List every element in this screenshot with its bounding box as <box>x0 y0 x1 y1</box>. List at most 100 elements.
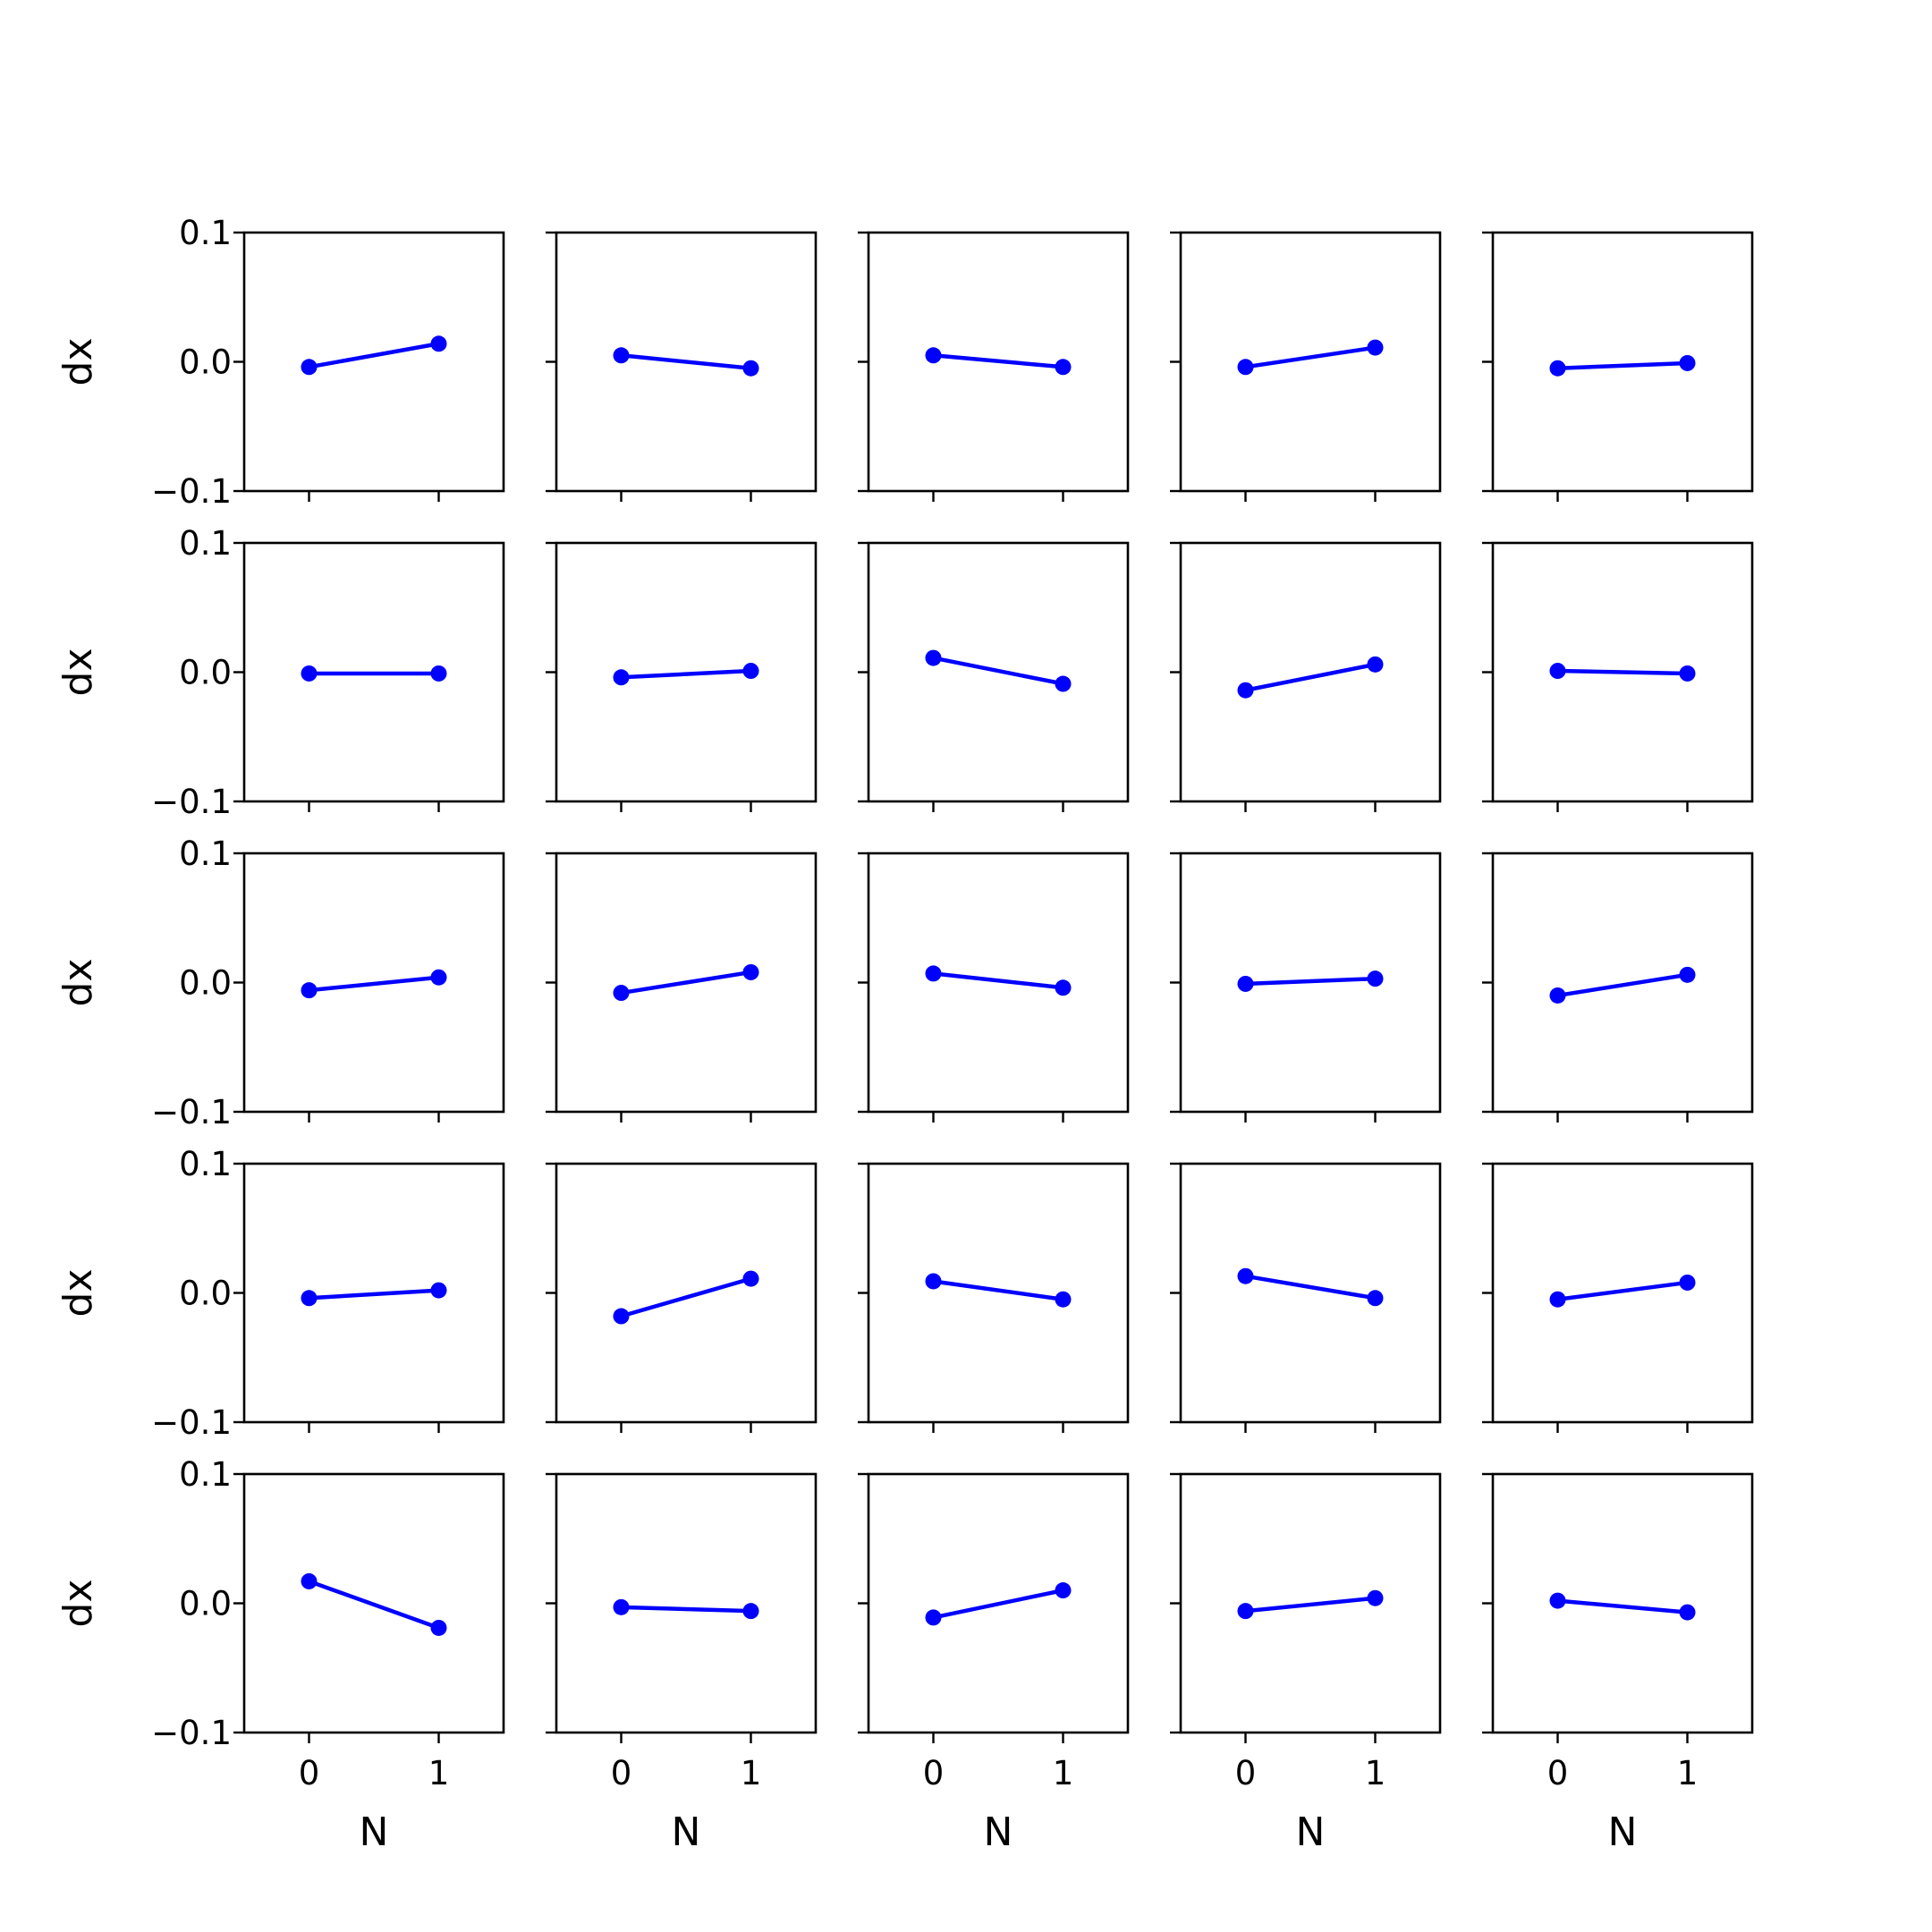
y-tick-label: 0.0 <box>179 964 232 1003</box>
data-point-0 <box>1237 1603 1254 1620</box>
y-tick-label: −0.1 <box>151 1403 232 1442</box>
y-tick-label: 0.0 <box>179 654 232 692</box>
data-point-0 <box>1549 663 1566 680</box>
data-point-0 <box>301 1290 318 1307</box>
panel-r3-c1: 0.1 0.0 −0.1 dx <box>55 835 505 1131</box>
data-point-1 <box>430 969 447 986</box>
y-tick-label: −0.1 <box>151 472 232 511</box>
series-line <box>933 971 1063 990</box>
y-tick-label: 0.1 <box>179 1145 232 1183</box>
panel-r2-c2 <box>546 541 818 812</box>
series-line <box>1245 976 1376 987</box>
y-tick-label: −0.1 <box>151 1093 232 1131</box>
panel-r4-c1: 0.1 0.0 −0.1 dx <box>55 1145 505 1442</box>
data-point-0 <box>301 982 318 999</box>
data-point-0 <box>1549 1291 1566 1308</box>
panel-r3-c3 <box>858 852 1130 1123</box>
data-point-1 <box>1679 966 1696 983</box>
x-tick-label: 1 <box>741 1754 762 1792</box>
panel-r4-c5 <box>1482 1162 1754 1433</box>
series-line <box>621 1605 751 1614</box>
series-line <box>1557 1280 1688 1301</box>
x-tick-label: 1 <box>428 1754 450 1792</box>
panel-r5-c5: 0 1 N <box>1482 1472 1754 1855</box>
data-point-0 <box>1549 987 1566 1004</box>
series-line <box>621 353 751 370</box>
axes-frame <box>1179 541 1442 803</box>
panel-r5-c4: 0 1 N <box>1170 1472 1442 1855</box>
panel-r2-c1: 0.1 0.0 −0.1 dx <box>55 524 505 821</box>
panel-r4-c4 <box>1170 1162 1442 1433</box>
data-point-0 <box>613 669 630 686</box>
data-point-0 <box>613 1308 630 1325</box>
data-point-0 <box>1237 359 1254 376</box>
panel-r1-c3 <box>858 231 1130 502</box>
data-point-1 <box>1679 1604 1696 1621</box>
series-line <box>1245 1596 1376 1614</box>
data-point-1 <box>742 360 759 377</box>
data-point-1 <box>742 963 759 980</box>
x-tick-label: 0 <box>1547 1754 1569 1792</box>
y-axis-label: dx <box>55 1269 101 1318</box>
axes-frame <box>867 1162 1130 1424</box>
data-point-1 <box>1367 656 1384 673</box>
data-point-1 <box>1367 970 1384 987</box>
y-tick-label: 0.0 <box>179 1275 232 1313</box>
axes-frame <box>1179 1162 1442 1424</box>
panel-r1-c4 <box>1170 231 1442 502</box>
data-point-1 <box>1367 1290 1384 1307</box>
series-line <box>1557 668 1688 676</box>
series-line <box>933 656 1063 686</box>
data-point-1 <box>1055 675 1072 692</box>
series-line <box>621 668 751 680</box>
y-tick-label: 0.1 <box>179 1455 232 1494</box>
y-tick-label: −0.1 <box>151 1714 232 1752</box>
data-point-0 <box>925 1273 942 1290</box>
series-line <box>308 1579 440 1631</box>
x-tick-label: 0 <box>1235 1754 1257 1792</box>
panel-r2-c4 <box>1170 541 1442 812</box>
y-tick-label: 0.1 <box>179 524 232 563</box>
x-axis-label: N <box>984 1809 1013 1855</box>
series-line <box>620 1276 752 1318</box>
series-line <box>1557 972 1688 998</box>
axes-frame <box>555 1162 818 1424</box>
x-axis-label: N <box>360 1809 389 1855</box>
panel-r1-c2 <box>546 231 818 502</box>
data-point-1 <box>742 663 759 680</box>
data-point-1 <box>1367 1589 1384 1606</box>
panel-r5-c1: 0.1 0.0 −0.1 0 1 dx N <box>55 1455 505 1855</box>
panel-r5-c3: 0 1 N <box>858 1472 1130 1855</box>
x-tick-label: 1 <box>1053 1754 1074 1792</box>
data-point-0 <box>925 649 942 666</box>
x-tick-label: 0 <box>299 1754 320 1792</box>
data-point-1 <box>430 1282 447 1299</box>
series-line <box>621 970 751 996</box>
panel-r5-c2: 0 1 N <box>546 1472 818 1855</box>
panel-r1-c5 <box>1482 231 1754 502</box>
x-tick-label: 0 <box>923 1754 945 1792</box>
data-point-0 <box>925 347 942 364</box>
x-tick-label: 0 <box>611 1754 632 1792</box>
data-point-1 <box>430 1619 447 1636</box>
y-tick-label: 0.0 <box>179 343 232 382</box>
y-tick-label: 0.1 <box>179 214 232 252</box>
series-line <box>933 1588 1063 1620</box>
data-point-0 <box>613 1598 630 1615</box>
series-line <box>1557 360 1688 370</box>
data-point-1 <box>430 335 447 352</box>
data-point-1 <box>1055 1291 1072 1308</box>
axes-frame <box>1491 852 1754 1114</box>
y-axis-label: dx <box>55 338 101 386</box>
data-point-0 <box>1549 360 1566 377</box>
data-point-0 <box>1237 682 1254 699</box>
data-point-0 <box>613 347 630 364</box>
data-point-0 <box>925 965 942 982</box>
series-line <box>1245 345 1376 369</box>
axes-frame <box>1491 1472 1754 1734</box>
panel-r1-c1: 0.1 0.0 −0.1 dx <box>55 214 505 511</box>
axes-frame <box>1179 231 1442 493</box>
data-point-0 <box>925 1609 942 1626</box>
data-point-1 <box>1055 979 1072 996</box>
data-point-0 <box>301 1572 318 1589</box>
